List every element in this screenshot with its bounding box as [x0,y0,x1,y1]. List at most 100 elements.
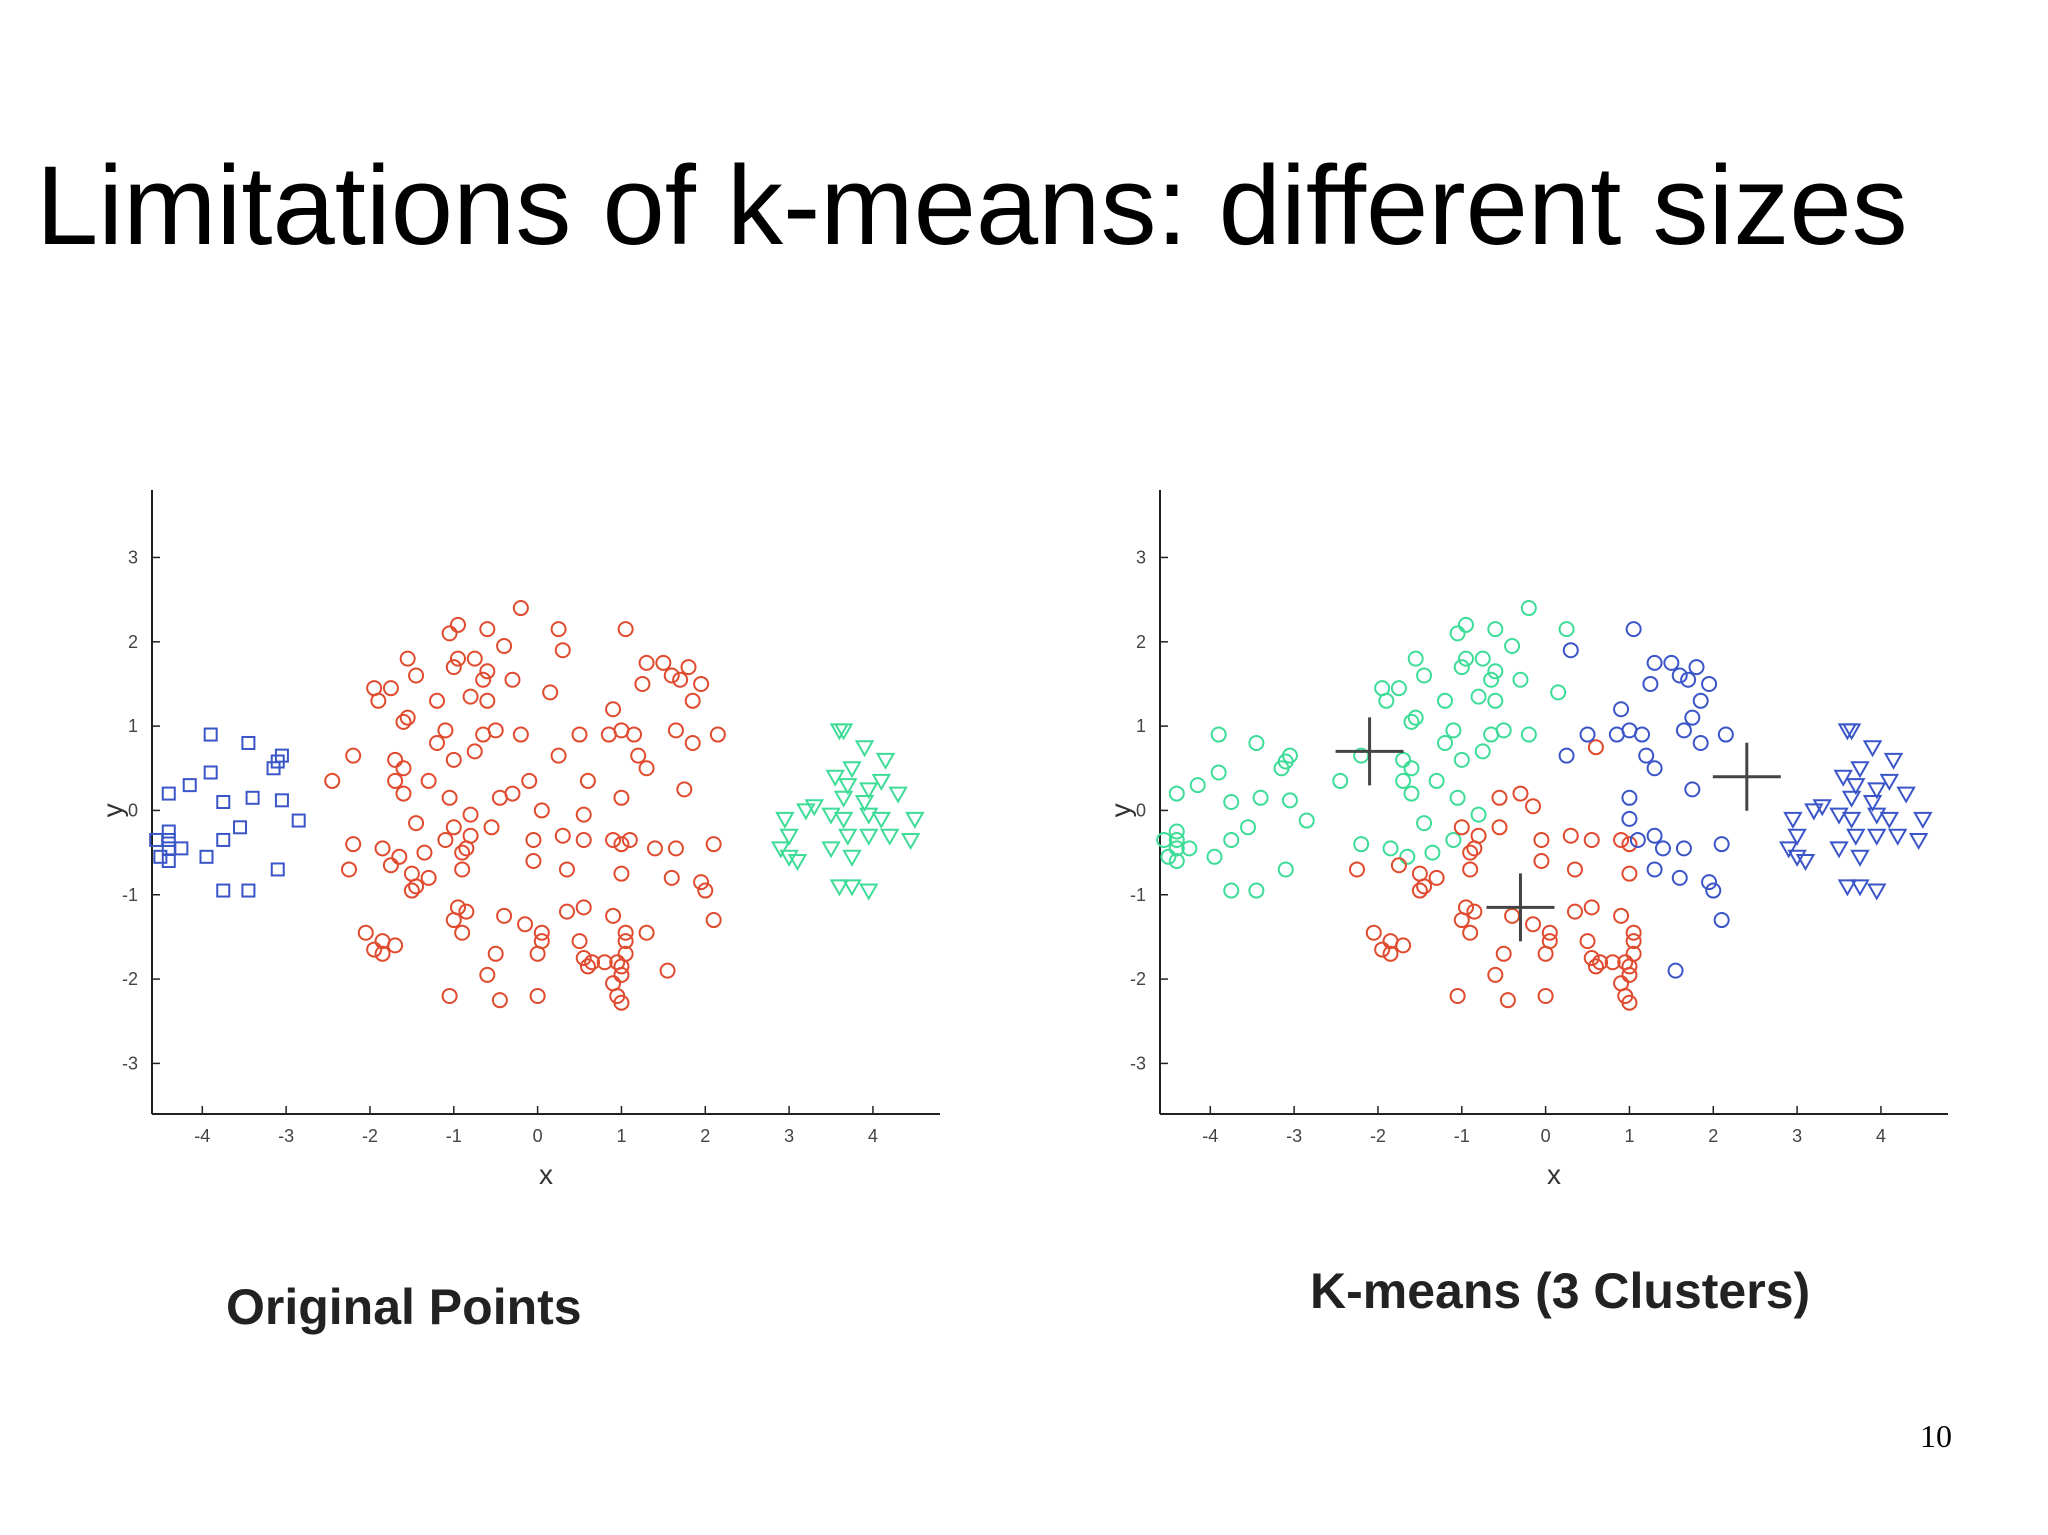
data-point-circle [1579,933,1596,950]
data-point-circle [454,924,471,941]
data-point-circle [1613,907,1630,924]
data-point-circle [1713,912,1730,929]
data-point-circle [1537,987,1554,1004]
data-point-circle [709,726,726,743]
data-point-circle [374,840,391,857]
data-point-circle [1445,831,1462,848]
data-point-circle [445,751,462,768]
data-point-triangle [771,841,791,859]
data-point-square [216,883,231,898]
data-point-circle [1520,600,1537,617]
data-point-triangle [1841,790,1862,808]
data-point-square [161,824,176,839]
data-point-circle [479,663,496,680]
data-point-triangle [1867,782,1887,800]
data-point-triangle [900,832,921,850]
data-point-circle [408,878,425,895]
data-point-circle [617,621,634,638]
data-point-circle [613,966,630,983]
data-point-circle [1592,954,1609,971]
data-point-triangle [871,811,892,829]
data-point-square [270,862,285,877]
data-point-circle [1470,688,1487,705]
x-tick-label: 2 [1708,1126,1718,1146]
data-point-triangle [1908,832,1929,850]
data-point-circle [1692,692,1709,709]
data-point-circle [1223,831,1240,848]
data-point-circle [1613,831,1630,848]
data-point-circle [705,912,722,929]
data-point-triangle [859,782,879,800]
data-point-circle [483,819,500,836]
data-point-circle [496,638,513,654]
data-point-circle [1558,747,1575,764]
data-point-triangle [1867,807,1887,825]
data-point-square [182,778,197,793]
data-point-square [270,754,285,769]
data-point-circle [1407,709,1424,726]
slide-title: Limitations of k-means: different sizes [36,143,1908,268]
data-point-square [161,841,176,856]
data-point-circle [1671,869,1688,886]
data-point-circle [1457,616,1474,633]
data-point-circle [462,688,479,705]
data-point-circle [659,962,676,979]
data-point-triangle [1850,849,1870,867]
data-point-circle [1416,815,1433,832]
data-point-triangle [1833,769,1853,787]
data-point-triangle [859,828,879,846]
data-point-circle [1395,937,1412,954]
data-point-circle [1621,958,1638,975]
data-point-square [245,790,260,805]
data-point-circle [370,692,387,709]
data-point-square [161,786,176,801]
data-point-circle [1566,903,1583,920]
data-point-circle [1365,924,1382,941]
data-point-circle [1428,772,1445,789]
data-point-circle [449,616,466,633]
data-point-circle [1684,709,1701,726]
data-point-triangle [1841,811,1862,829]
data-point-circle [626,726,643,743]
data-point-triangle [779,849,799,867]
data-point-circle [391,848,408,865]
data-point-circle [479,692,496,709]
data-point-circle [1445,722,1462,739]
data-point-circle [693,874,710,891]
data-point-circle [667,840,684,857]
data-point-circle [617,924,634,941]
data-point-circle [1562,642,1579,659]
x-tick-label: -4 [1202,1126,1218,1146]
data-point-circle [1353,836,1370,853]
y-tick-label: -3 [1130,1053,1146,1073]
data-point-circle [697,882,714,899]
data-point-circle [1587,958,1604,975]
y-tick-label: 2 [128,632,138,652]
data-point-circle [475,671,492,688]
data-point-circle [429,692,446,709]
x-tick-label: -3 [1286,1126,1302,1146]
data-point-circle [630,747,647,764]
data-point-circle [1487,966,1504,983]
data-point-circle [1248,882,1265,899]
data-point-circle [1671,667,1688,684]
data-point-circle [1621,789,1638,806]
data-point-circle [667,722,684,739]
data-point-circle [529,987,546,1004]
data-point-circle [613,865,630,882]
y-tick-label: 3 [128,547,138,567]
data-point-circle [1579,726,1596,743]
kmeans-plot: -4 -3 -2 -1 0 1 2 3 4 -3 -2 -1 0 1 2 3 x y [1088,480,2048,1200]
data-point-circle [1499,992,1516,1009]
data-point-circle [1504,907,1521,924]
y-tick-label: 0 [128,800,138,820]
data-point-circle [487,945,504,962]
data-point-circle [1684,781,1701,798]
data-point-triangle [829,723,850,741]
data-point-circle [324,772,341,789]
data-point-circle [1621,810,1638,827]
data-point-circle [1437,734,1454,751]
data-point-circle [613,958,630,975]
data-point-circle [1160,848,1177,865]
data-point-circle [517,916,534,933]
